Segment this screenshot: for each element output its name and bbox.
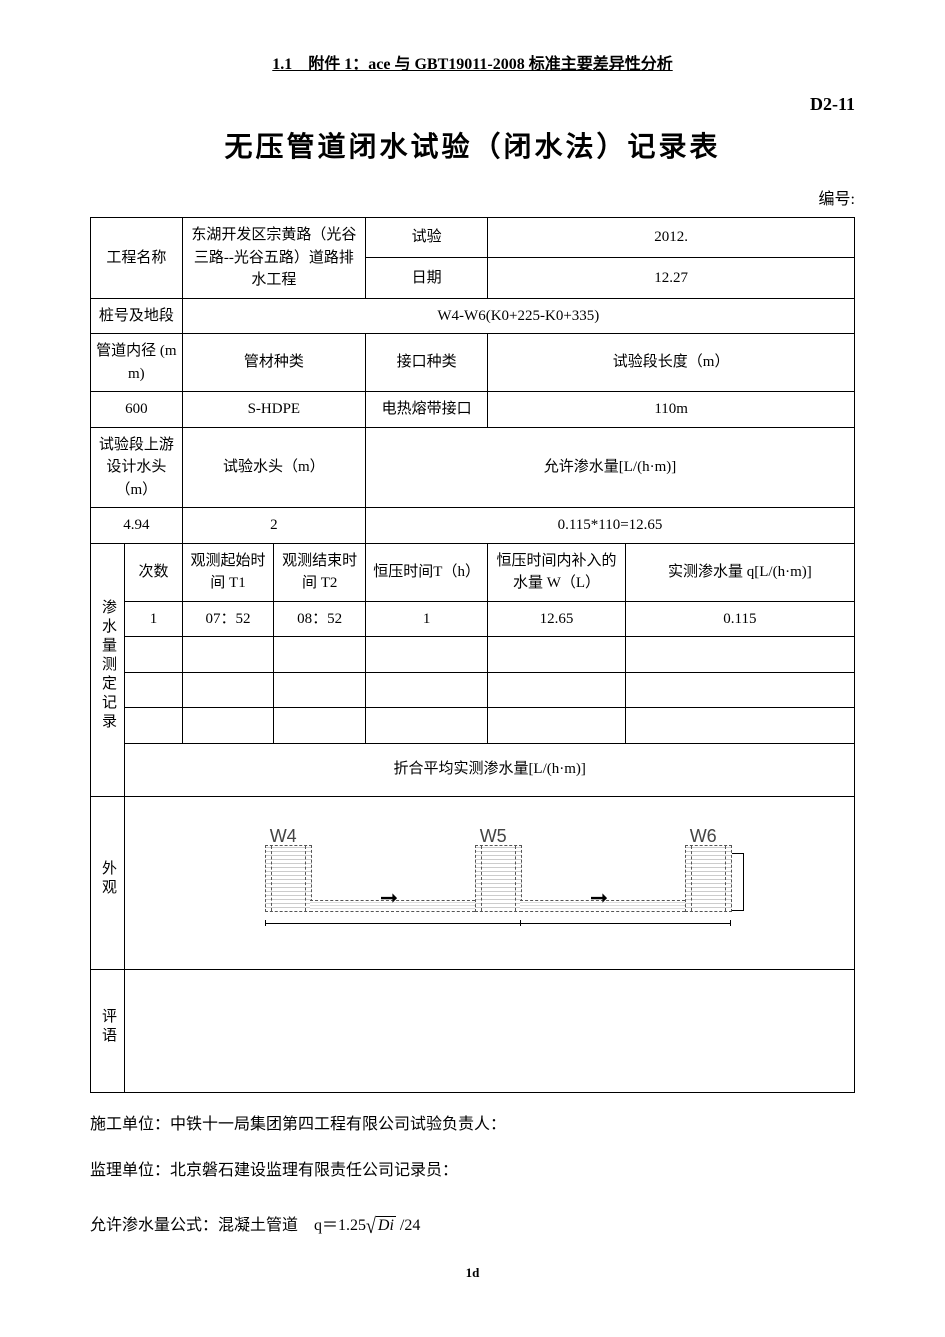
row-comment: 评语	[91, 969, 855, 1092]
cell-testhead-label: 试验水头（m）	[182, 427, 365, 508]
cell-date-value-2: 12.27	[488, 258, 855, 298]
formula-radicand: Di	[376, 1216, 396, 1235]
arrow-icon-2: ➞	[590, 881, 608, 914]
arrow-icon-1: ➞	[380, 881, 398, 914]
page-number: 1d	[90, 1265, 855, 1281]
cell-col-th: 恒压时间T（h）	[366, 543, 488, 601]
cell-head-label: 试验段上游设计水头（m）	[91, 427, 183, 508]
cell-mat-value: S-HDPE	[182, 392, 365, 428]
cell-t2-1: 08：52	[274, 601, 366, 637]
cell-stake-label: 桩号及地段	[91, 298, 183, 334]
well-w6	[685, 845, 732, 912]
footer-construct: 施工单位：中铁十一局集团第四工程有限公司试验负责人：	[90, 1111, 855, 1140]
construct-label: 施工单位：	[90, 1116, 170, 1133]
dim-r-line	[743, 853, 744, 910]
cell-comment-side: 评语	[91, 969, 125, 1092]
construct-value: 中铁十一局集团第四工程有限公司	[170, 1116, 410, 1133]
cell-t1-1: 07：52	[182, 601, 274, 637]
page-title: 无压管道闭水试验（闭水法）记录表	[90, 125, 855, 165]
serial-label: 编号:	[90, 185, 855, 209]
pipe-diagram: W4 W5 W6 ➞ ➞	[230, 823, 750, 943]
cell-col-t1: 观测起始时间 T1	[182, 543, 274, 601]
tester-label: 试验负责人：	[410, 1116, 506, 1133]
row-spec-val: 600 S-HDPE 电热熔带接口 110m	[91, 392, 855, 428]
cell-q-1: 0.115	[625, 601, 854, 637]
cell-th-1: 1	[366, 601, 488, 637]
cell-w-1: 12.65	[488, 601, 626, 637]
row-meas-1: 1 07：52 08：52 1 12.65 0.115	[91, 601, 855, 637]
cell-col-w: 恒压时间内补入的水量 W（L）	[488, 543, 626, 601]
row-head-head: 试验段上游设计水头（m） 试验水头（m） 允许渗水量[L/(h·m)]	[91, 427, 855, 508]
cell-avg-label: 折合平均实测渗水量[L/(h·m)]	[125, 743, 855, 796]
cell-dia-label: 管道内径 (mm)	[91, 334, 183, 392]
cell-allow-label: 允许渗水量[L/(h·m)]	[366, 427, 855, 508]
row-spec-head: 管道内径 (mm) 管材种类 接口种类 试验段长度（m）	[91, 334, 855, 392]
doc-code: D2-11	[90, 94, 855, 115]
cell-dia-value: 600	[91, 392, 183, 428]
top-heading: 1.1 附件 1：ace 与 GBT19011-2008 标准主要差异性分析	[90, 50, 855, 74]
dim-tick-r	[730, 920, 731, 926]
cell-testhead-value: 2	[182, 508, 365, 544]
supervise-value: 北京磐石建设监理有限责任公司	[170, 1162, 394, 1179]
meas-side-text: 渗水量测定记录	[96, 599, 119, 732]
cell-allow-value: 0.115*110=12.65	[366, 508, 855, 544]
cell-len-value: 110m	[488, 392, 855, 428]
cell-joint-label: 接口种类	[366, 334, 488, 392]
formula-tail: /24	[396, 1217, 420, 1234]
row-meas-head: 渗水量测定记录 次数 观测起始时间 T1 观测结束时间 T2 恒压时间T（h） …	[91, 543, 855, 601]
well-w4	[265, 845, 312, 912]
cell-len-label: 试验段长度（m）	[488, 334, 855, 392]
dim-tick-l	[265, 920, 266, 926]
cell-joint-value: 电热熔带接口	[366, 392, 488, 428]
cell-col-times: 次数	[125, 543, 182, 601]
footer-formula: 允许渗水量公式：混凝土管道 q＝1.25√Di /24	[90, 1211, 855, 1235]
cell-head-value: 4.94	[91, 508, 183, 544]
recorder-label: 记录员：	[394, 1162, 458, 1179]
cell-project-value: 东湖开发区宗黄路（光谷三路--光谷五路）道路排水工程	[182, 218, 365, 299]
dim-tick-m	[520, 920, 521, 926]
dim-baseline	[265, 923, 730, 924]
row-project: 工程名称 东湖开发区宗黄路（光谷三路--光谷五路）道路排水工程 试验 2012.	[91, 218, 855, 258]
row-meas-avg: 折合平均实测渗水量[L/(h·m)]	[91, 743, 855, 796]
dim-r-bot	[732, 910, 744, 911]
supervise-label: 监理单位：	[90, 1162, 170, 1179]
cell-stake-value: W4-W6(K0+225-K0+335)	[182, 298, 854, 334]
record-table: 工程名称 东湖开发区宗黄路（光谷三路--光谷五路）道路排水工程 试验 2012.…	[90, 217, 855, 1093]
cell-col-q: 实测渗水量 q[L/(h·m)]	[625, 543, 854, 601]
cell-date-label-2: 日期	[366, 258, 488, 298]
cell-col-t2: 观测结束时间 T2	[274, 543, 366, 601]
page: 1.1 附件 1：ace 与 GBT19011-2008 标准主要差异性分析 D…	[0, 0, 945, 1311]
formula-label: 允许渗水量公式：混凝土管道 q＝1.25	[90, 1217, 366, 1234]
cell-comment-body	[125, 969, 855, 1092]
appearance-side-text: 外观	[96, 860, 119, 898]
cell-appearance-side: 外观	[91, 796, 125, 969]
cell-appearance-diagram: W4 W5 W6 ➞ ➞	[125, 796, 855, 969]
cell-project-label: 工程名称	[91, 218, 183, 299]
cell-n-1: 1	[125, 601, 182, 637]
row-meas-2	[91, 637, 855, 673]
radical-icon: √	[366, 1214, 376, 1239]
row-appearance: 外观 W4 W5 W6 ➞ ➞	[91, 796, 855, 969]
cell-meas-side: 渗水量测定记录	[91, 543, 125, 796]
footer-supervise: 监理单位：北京磐石建设监理有限责任公司记录员：	[90, 1157, 855, 1186]
row-head-val: 4.94 2 0.115*110=12.65	[91, 508, 855, 544]
cell-mat-label: 管材种类	[182, 334, 365, 392]
cell-date-label-1: 试验	[366, 218, 488, 258]
row-stake: 桩号及地段 W4-W6(K0+225-K0+335)	[91, 298, 855, 334]
cell-date-value-1: 2012.	[488, 218, 855, 258]
comment-side-text: 评语	[96, 1008, 119, 1046]
well-w5	[475, 845, 522, 912]
row-meas-4	[91, 708, 855, 744]
row-meas-3	[91, 672, 855, 708]
